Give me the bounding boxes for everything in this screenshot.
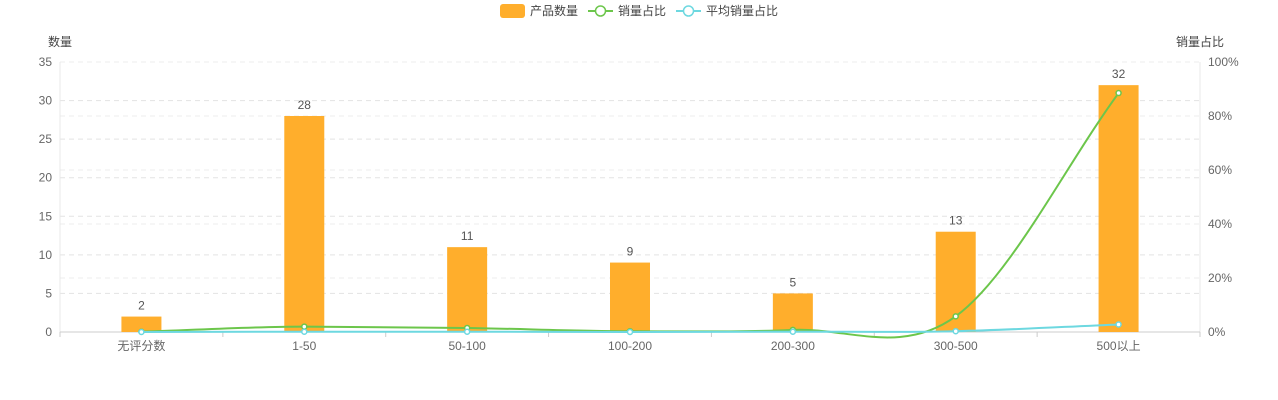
left-tick-label: 10 xyxy=(39,248,53,262)
series-point[interactable] xyxy=(301,323,308,330)
legend-item[interactable]: 产品数量 xyxy=(500,3,578,18)
right-tick-label: 40% xyxy=(1208,217,1232,231)
line-series xyxy=(138,89,1122,339)
series-point[interactable] xyxy=(952,313,959,320)
bar-value-label: 28 xyxy=(298,98,312,112)
x-tick-label: 500以上 xyxy=(1097,339,1141,353)
x-tick-label: 300-500 xyxy=(934,339,978,353)
series-point[interactable] xyxy=(301,328,308,335)
bar-value-label: 13 xyxy=(949,214,963,228)
left-axis-title: 数量 xyxy=(48,34,72,49)
bar[interactable] xyxy=(610,262,650,332)
legend-label: 平均销量占比 xyxy=(706,3,778,18)
right-tick-label: 80% xyxy=(1208,109,1232,123)
series-point[interactable] xyxy=(1115,321,1122,328)
series-point[interactable] xyxy=(626,328,634,336)
series-point[interactable] xyxy=(952,327,959,335)
bar-value-label: 5 xyxy=(790,275,797,289)
bar-value-label: 11 xyxy=(461,229,474,243)
legend-swatch xyxy=(500,4,525,18)
left-tick-label: 20 xyxy=(39,171,53,185)
left-tick-label: 35 xyxy=(39,55,53,69)
legend-swatch-marker xyxy=(594,5,607,17)
legend-label: 销量占比 xyxy=(618,3,666,18)
series-point[interactable] xyxy=(463,328,471,335)
right-tick-label: 0% xyxy=(1208,325,1226,339)
series-point[interactable] xyxy=(138,328,145,336)
legend-swatch-marker xyxy=(682,5,695,17)
right-y-axis: 0% 20% 40% 60% 80% 100% xyxy=(1199,55,1239,339)
x-tick-label: 无评分数 xyxy=(117,338,165,353)
bar[interactable] xyxy=(447,247,488,332)
bar-data-labels: 2 28 11 9 5 13 32 xyxy=(138,67,1125,312)
left-tick-label: 15 xyxy=(39,209,53,223)
legend-label: 产品数量 xyxy=(530,3,578,18)
x-tick-label: 1-50 xyxy=(292,339,316,353)
right-tick-label: 100% xyxy=(1208,55,1239,69)
right-tick-label: 60% xyxy=(1208,163,1232,177)
x-tick-label: 50-100 xyxy=(448,339,486,353)
left-tick-label: 0 xyxy=(45,325,52,339)
legend-item[interactable]: 销量占比 xyxy=(588,3,666,18)
right-tick-label: 20% xyxy=(1208,271,1232,285)
bar-value-label: 9 xyxy=(627,245,634,259)
bar[interactable] xyxy=(284,116,325,332)
x-tick-label: 100-200 xyxy=(608,339,652,353)
x-tick-label: 200-300 xyxy=(771,339,815,353)
bar-value-label: 32 xyxy=(1112,67,1126,81)
left-y-axis: 0 5 10 15 20 25 30 35 xyxy=(39,55,61,339)
left-tick-label: 25 xyxy=(39,132,53,146)
bar-series xyxy=(121,85,1139,333)
left-tick-label: 5 xyxy=(45,286,52,300)
series-point[interactable] xyxy=(789,328,797,335)
series-point[interactable] xyxy=(1115,89,1122,97)
right-axis-title: 销量占比 xyxy=(1176,34,1224,49)
legend[interactable]: 产品数量 销量占比 平均销量占比 xyxy=(500,3,778,18)
grid-lines xyxy=(60,61,1200,294)
left-tick-label: 30 xyxy=(39,94,53,108)
bar[interactable] xyxy=(772,293,813,332)
bar[interactable] xyxy=(121,316,162,332)
bar-value-label: 2 xyxy=(138,299,145,313)
bar[interactable] xyxy=(1098,85,1139,333)
legend-item[interactable]: 平均销量占比 xyxy=(676,3,778,18)
